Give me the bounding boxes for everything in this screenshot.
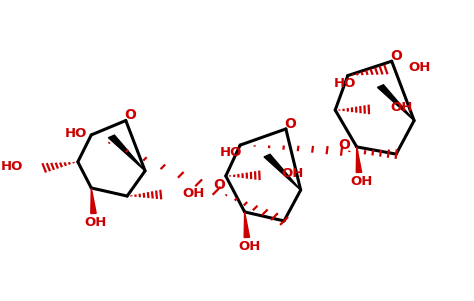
Text: O: O <box>284 116 296 131</box>
Text: HO: HO <box>64 127 87 140</box>
Polygon shape <box>91 188 96 213</box>
Text: HO: HO <box>220 146 242 159</box>
Text: O: O <box>390 49 402 63</box>
Text: OH: OH <box>182 187 205 200</box>
Text: O: O <box>213 178 225 192</box>
Text: OH: OH <box>84 216 107 229</box>
Text: OH: OH <box>281 167 303 180</box>
Text: OH: OH <box>408 61 431 74</box>
Polygon shape <box>377 85 414 120</box>
Text: HO: HO <box>333 76 356 90</box>
Polygon shape <box>109 135 145 171</box>
Text: OH: OH <box>238 240 260 253</box>
Polygon shape <box>264 154 301 190</box>
Text: O: O <box>338 138 350 152</box>
Text: HO: HO <box>0 160 23 173</box>
Text: OH: OH <box>350 175 373 188</box>
Text: O: O <box>124 108 136 122</box>
Polygon shape <box>356 147 362 172</box>
Text: OH: OH <box>391 101 413 114</box>
Polygon shape <box>244 212 249 237</box>
